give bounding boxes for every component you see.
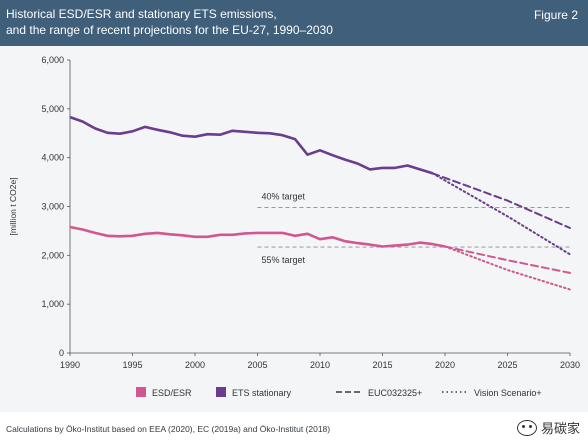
x-tick-label: 1990 xyxy=(60,360,80,370)
legend-label-euc032325-: EUC032325+ xyxy=(368,388,422,398)
legend-swatch-ets-stationary xyxy=(216,387,226,397)
x-tick-label: 2020 xyxy=(435,360,455,370)
legend-swatch-esd-esr xyxy=(136,387,146,397)
series-line-vision-scenario--ets xyxy=(431,172,571,256)
watermark: 易碳家 xyxy=(516,418,580,437)
y-tick-label: 4,000 xyxy=(41,153,64,163)
y-tick-label: 3,000 xyxy=(41,202,64,212)
chart-panel xyxy=(0,46,588,412)
figure-number-label: Figure 2 xyxy=(533,8,578,22)
watermark-text: 易碳家 xyxy=(540,421,580,436)
figure-title-line-2: and the range of recent projections for … xyxy=(6,23,333,37)
figure-title-line-1: Historical ESD/ESR and stationary ETS em… xyxy=(6,7,277,21)
target-label-55: 55% target xyxy=(262,255,306,265)
emissions-line-chart: 0 1,000 2,000 3,000 4,000 5,000 6,000 1990 1995 2… xyxy=(8,55,580,398)
source-note: Calculations by Öko-Institut based on EE… xyxy=(6,424,331,434)
y-tick-label: 0 xyxy=(59,348,64,358)
x-tick-label: 2030 xyxy=(560,360,580,370)
x-tick-label: 2010 xyxy=(310,360,330,370)
target-label-40: 40% target xyxy=(262,191,306,201)
legend-label-vision-scenario-: Vision Scenario+ xyxy=(474,388,542,398)
series-line-ets-stationary xyxy=(69,115,433,175)
series-line-esd-esr xyxy=(69,225,446,248)
legend-label-esd-esr: ESD/ESR xyxy=(152,388,192,398)
y-tick-label: 6,000 xyxy=(41,55,64,65)
figure-header: Historical ESD/ESR and stationary ETS em… xyxy=(0,0,588,46)
x-tick-label: 2015 xyxy=(372,360,392,370)
y-axis-label: [million t CO2e] xyxy=(8,177,18,235)
series-line-euc032325--ets xyxy=(431,172,571,229)
y-tick-label: 5,000 xyxy=(41,104,64,114)
wechat-icon xyxy=(516,419,537,436)
y-tick-label: 2,000 xyxy=(41,250,64,260)
x-tick-label: 1995 xyxy=(122,360,142,370)
y-tick-label: 1,000 xyxy=(41,299,64,309)
x-tick-label: 2025 xyxy=(497,360,517,370)
x-tick-label: 2000 xyxy=(185,360,205,370)
legend-label-ets-stationary: ETS stationary xyxy=(232,388,292,398)
figure-title: Historical ESD/ESR and stationary ETS em… xyxy=(6,6,486,38)
series-line-vision-scenario--esd xyxy=(444,245,571,291)
x-tick-label: 2005 xyxy=(247,360,267,370)
series-line-euc032325--esd xyxy=(444,245,571,274)
